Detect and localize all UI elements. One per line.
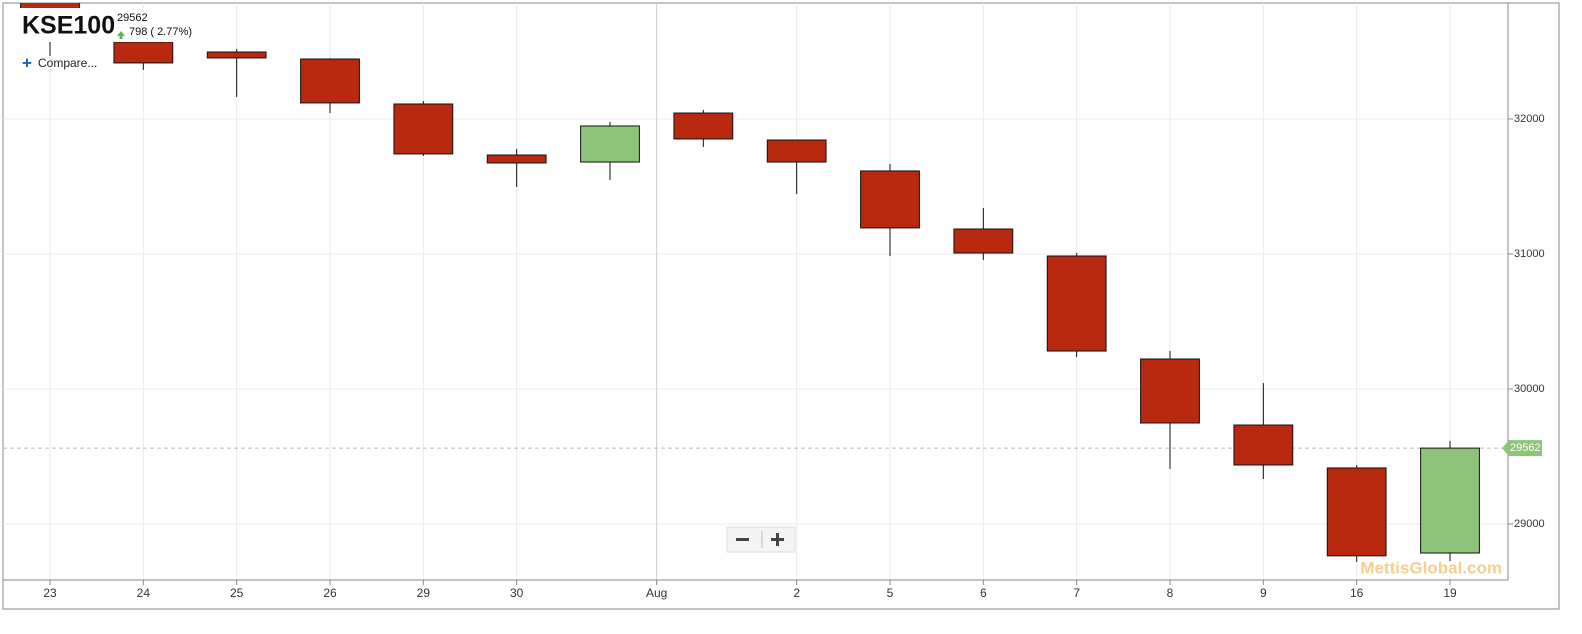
candle-body bbox=[673, 112, 734, 140]
candle-body bbox=[1420, 447, 1480, 554]
chart-title: KSE100 bbox=[22, 12, 115, 40]
change: 798 ( 2.77%) bbox=[129, 26, 192, 38]
x-tick-label: 7 bbox=[1073, 586, 1080, 600]
x-tick-label: 9 bbox=[1260, 586, 1267, 600]
candle-body bbox=[393, 103, 454, 155]
candle-body bbox=[1140, 358, 1200, 424]
compare-icon[interactable]: + bbox=[22, 53, 32, 72]
zoom-controls bbox=[726, 526, 796, 553]
candle-body bbox=[113, 41, 174, 64]
x-tick-label: 8 bbox=[1167, 586, 1174, 600]
frame bbox=[2, 2, 1560, 610]
last-price-tag: 29562 bbox=[1510, 442, 1541, 454]
up-arrow bbox=[117, 31, 125, 39]
candle-body bbox=[206, 51, 267, 59]
x-month-label: Aug bbox=[646, 586, 667, 600]
x-tick-label: 30 bbox=[510, 586, 524, 600]
x-tick-label: 29 bbox=[417, 586, 431, 600]
zoom-in[interactable] bbox=[771, 533, 784, 546]
candle-body bbox=[300, 58, 360, 104]
header-bg bbox=[10, 8, 200, 42]
y-tick-label: 30000 bbox=[1514, 383, 1545, 395]
x-tick-label: 2 bbox=[793, 586, 800, 600]
candle-body bbox=[580, 125, 640, 163]
x-tick-label: 16 bbox=[1350, 586, 1364, 600]
plot bbox=[20, 3, 1480, 562]
x-tick-label: 19 bbox=[1443, 586, 1457, 600]
candle-body bbox=[860, 170, 920, 229]
watermark: MettisGlobal.com bbox=[1360, 558, 1502, 577]
candle-body bbox=[1233, 424, 1294, 466]
x-tick-label: 24 bbox=[137, 586, 151, 600]
y-tick-label: 32000 bbox=[1514, 113, 1545, 125]
x-tick-label: 5 bbox=[887, 586, 894, 600]
candle-body bbox=[486, 154, 547, 164]
x-tick-label: 26 bbox=[323, 586, 337, 600]
grid bbox=[3, 3, 1508, 580]
x-tick-label: 6 bbox=[980, 586, 987, 600]
y-tick-label: 31000 bbox=[1514, 248, 1545, 260]
compare-button[interactable]: Compare... bbox=[38, 56, 97, 70]
candle-body bbox=[766, 139, 827, 163]
y-tick-label: 29000 bbox=[1514, 518, 1545, 530]
last-price: 29562 bbox=[117, 12, 148, 24]
candle-body bbox=[1326, 467, 1387, 557]
candle-body bbox=[953, 228, 1014, 254]
candle-body bbox=[1046, 255, 1107, 352]
x-tick-label: 25 bbox=[230, 586, 244, 600]
zoom-out[interactable] bbox=[736, 538, 749, 541]
x-tick-label: 23 bbox=[43, 586, 57, 600]
last-price-tag-bg bbox=[1502, 440, 1542, 457]
